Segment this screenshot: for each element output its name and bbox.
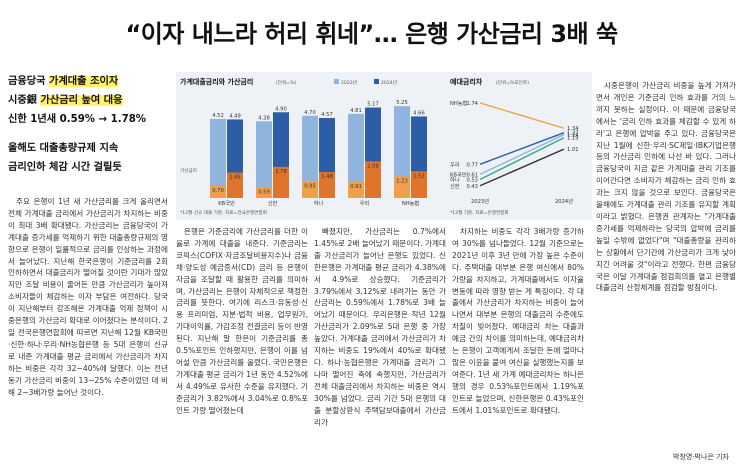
chart1-ylabel: 가산금리 <box>180 167 197 174</box>
article-column-5: 시중은행이 가산금리 비중을 높게 가져가면서 개인은 기준금리 인하 효과를 … <box>596 80 736 456</box>
spread-label-0-0: 0.70 <box>212 188 224 194</box>
rate-label-0-0: 4.52 <box>212 113 224 119</box>
spread-label-0-1: 1.45 <box>229 175 241 181</box>
category-label-0: KB국민 <box>218 199 235 207</box>
legend-swatch-2024 <box>374 79 379 84</box>
spread-label-3-1: 2.09 <box>367 163 379 169</box>
rate-label-3-1: 5.17 <box>367 102 379 108</box>
rate-bar-2-0 <box>302 115 318 198</box>
rate-label-3-0: 4.81 <box>350 108 362 114</box>
spread-bar-1-0 <box>256 187 272 198</box>
chart2-title: 예대금리차 <box>450 77 483 86</box>
spread-label-2-1: 1.48 <box>321 174 333 180</box>
category-label-4: NH농협 <box>402 199 420 207</box>
article-column-3: 빠졌지만, 가산금리는 0.7%에서 1.45%로 2배 늘어났기 때문이다. … <box>314 226 446 466</box>
spread-label-1-0: 0.59 <box>258 190 270 196</box>
subhead-line3: 신한 1년새 0.59% → 1.78% <box>8 114 146 125</box>
byline: 박창영·박나은 기자 <box>673 453 729 461</box>
series-name-1: 우리 <box>450 160 460 168</box>
subhead-line2-prefix: 시중銀 <box>8 95 41 106</box>
chart2-unit: (단위=%포인트) <box>496 79 529 86</box>
end-label-1: 1.27 <box>567 131 579 137</box>
loan-rate-bar-chart: 가계대출금리와 가산금리 (단위=%) 2023년 2024년 가산금리 4.5… <box>176 72 446 220</box>
rate-bar-3-0 <box>348 113 364 198</box>
rate-bar-1-0 <box>256 121 272 198</box>
end-label-0: 1.34 <box>567 126 579 132</box>
spread-bar-2-0 <box>302 181 318 198</box>
spread-label-4-1: 1.52 <box>413 173 425 179</box>
start-label-2: 0.61 <box>466 172 478 178</box>
legend-swatch-2023 <box>334 79 339 84</box>
end-label-3: 1.19 <box>567 136 579 142</box>
bars-group: 4.52 0.70 4.49 1.45 KB국민 4.38 0.59 4.90 1.78 신한 4.… <box>210 100 427 207</box>
spread-bar-2-1 <box>319 172 335 198</box>
article-column-3-text: 빠졌지만, 가산금리는 0.7%에서 1.45%로 2배 늘어났기 때문이다. … <box>314 227 446 427</box>
start-label-0: 1.74 <box>466 101 478 107</box>
article-column-1: 주요 은행이 1년 새 가산금리를 크게 올리면서 전체 가계대출 금리에서 가… <box>8 196 168 466</box>
start-label-3: 0.53 <box>466 177 478 183</box>
rate-bar-4-0 <box>394 106 410 198</box>
spread-bar-3-0 <box>348 182 364 198</box>
rate-label-1-0: 4.38 <box>258 115 270 121</box>
lines-group: NH농협 1.74 1.34 우리 0.77 1.27 KB국민 0.61 1.24 하나 0.53… <box>450 99 579 205</box>
spread-line-4 <box>479 148 565 187</box>
spread-label-1-1: 1.78 <box>275 169 287 175</box>
end-label-2: 1.24 <box>567 133 579 139</box>
rate-label-4-0: 5.25 <box>396 100 408 106</box>
series-name-3: 하나 <box>450 175 460 183</box>
article-column-4: 차지하는 비중도 각각 3배가량 증가하여 30%를 넘나들었다. 12월 기준… <box>452 226 584 458</box>
article-headline: “이자 내느라 허리 휘네”… 은행 가산금리 3배 쑥 <box>125 20 618 48</box>
subhead-line2-highlight: 가산금리 높여 대응 <box>40 95 123 106</box>
spread-label-2-0: 0.95 <box>304 183 316 189</box>
legend-2024: 2024년 <box>381 79 397 86</box>
article-column-1-text: 주요 은행이 1년 새 가산금리를 크게 올리면서 전체 가계대출 금리에서 가… <box>8 197 168 397</box>
spread-label-4-0: 1.23 <box>396 178 408 184</box>
end-label-4: 1.01 <box>567 147 579 153</box>
category-label-1: 신한 <box>268 199 278 207</box>
rate-label-2-1: 4.57 <box>321 112 333 118</box>
rate-bar-0-0 <box>210 118 226 198</box>
spread-line-2 <box>479 133 565 176</box>
spread-bar-4-0 <box>394 176 410 198</box>
spread-bar-1-1 <box>273 166 289 198</box>
series-name-2: KB국민 <box>450 170 467 178</box>
subhead-line1-highlight: 가계대출 조이자 <box>49 76 119 87</box>
subhead-line5: 금리인하 체감 시간 걸릴듯 <box>8 162 122 173</box>
rate-label-2-0: 4.70 <box>304 110 316 116</box>
legend-2023: 2023년 <box>341 79 357 86</box>
rate-label-1-1: 4.90 <box>275 106 287 112</box>
article-subhead: 금융당국 가계대출 조이자 시중銀 가산금리 높여 대응 신한 1년새 0.59… <box>8 72 168 177</box>
spread-label-3-0: 0.91 <box>350 184 362 190</box>
article-column-4-text: 차지하는 비중도 각각 3배가량 증가하여 30%를 넘나들었다. 12월 기준… <box>452 227 584 415</box>
subhead-line4: 올해도 대출총량규제 지속 <box>8 143 119 154</box>
rate-label-4-1: 4.66 <box>413 110 425 116</box>
chart1-title: 가계대출금리와 가산금리 <box>180 77 253 86</box>
spread-bar-0-1 <box>227 172 243 198</box>
x-label-0: 2023년 <box>471 197 489 205</box>
spread-line-3 <box>479 137 565 181</box>
spread-bar-0-0 <box>210 185 226 198</box>
deposit-loan-spread-line-chart: 예대금리차 (단위=%포인트) NH농협 1.74 1.34 우리 0.77 1.27 KB… <box>446 72 592 220</box>
chart1-footnote: *12월 신규 대출 기준, 자료=전국은행연합회 <box>180 209 267 216</box>
article-column-2: 은행은 기준금리에 가산금리를 더한 이율로 가계에 대출을 내준다. 기준금리… <box>176 226 308 466</box>
article-column-2-text: 은행은 기준금리에 가산금리를 더한 이율로 가계에 대출을 내준다. 기준금리… <box>176 227 308 415</box>
rate-label-0-1: 4.49 <box>229 113 241 119</box>
series-name-0: NH농협 <box>450 99 468 107</box>
spread-bar-4-1 <box>411 171 427 198</box>
spread-bar-3-1 <box>365 161 381 198</box>
article-column-5-text: 시중은행이 가산금리 비중을 높게 가져가면서 개인은 기준금리 인하 효과를 … <box>596 81 736 293</box>
start-label-1: 0.77 <box>466 162 478 168</box>
series-name-4: 신한 <box>450 182 460 190</box>
category-label-3: 우리 <box>360 199 370 207</box>
spread-line-1 <box>479 132 565 165</box>
start-label-4: 0.43 <box>466 184 478 190</box>
chart2-footnote: *12월 기준, 자료=은행연합회 <box>450 209 509 216</box>
x-label-1: 2024년 <box>555 197 573 205</box>
spread-line-0 <box>479 102 565 129</box>
subhead-line1-prefix: 금융당국 <box>8 76 50 87</box>
category-label-2: 하나 <box>314 199 324 207</box>
chart1-unit: (단위=%) <box>276 79 296 86</box>
